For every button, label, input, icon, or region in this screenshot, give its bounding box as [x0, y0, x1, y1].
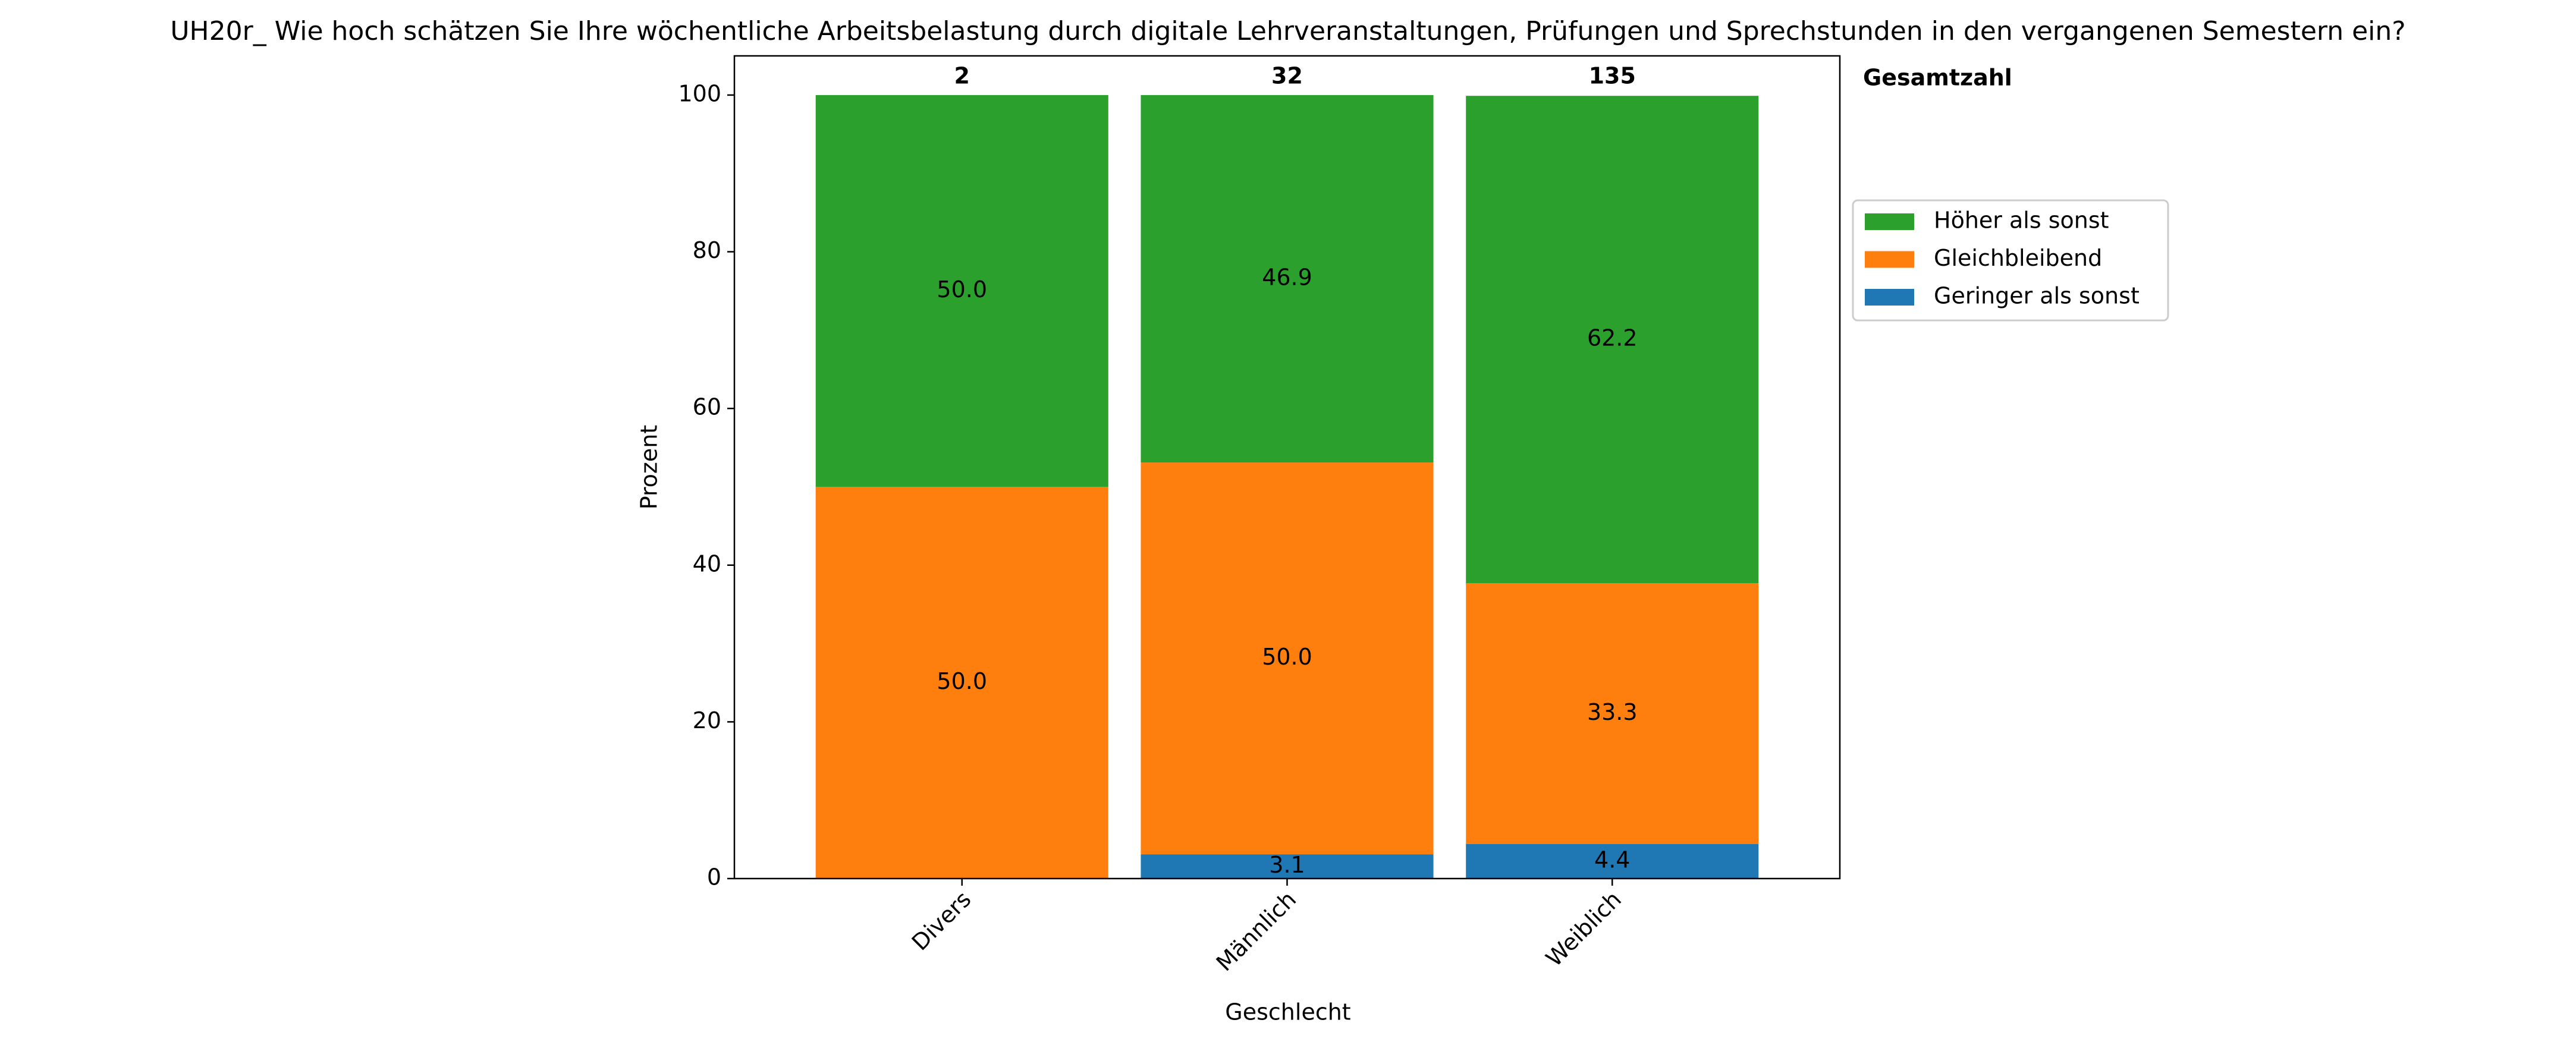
legend-swatch [1865, 213, 1914, 230]
legend-swatch [1865, 251, 1914, 268]
y-tick-label: 60 [693, 394, 721, 420]
value-label: 33.3 [1587, 699, 1638, 725]
bar-segment [1141, 854, 1434, 879]
bar-segment [1466, 96, 1759, 584]
bar-segment [1466, 583, 1759, 845]
legend-label: Geringer als sonst [1934, 283, 2140, 309]
total-label: 2 [954, 63, 970, 89]
y-tick-label: 40 [693, 550, 721, 577]
bar-segment [815, 486, 1108, 879]
y-tick-label: 0 [707, 864, 721, 890]
x-axis-label: Geschlecht [1225, 999, 1350, 1025]
plot-frame [733, 55, 1841, 880]
bar-segment [1141, 95, 1434, 463]
value-label: 50.0 [1262, 644, 1312, 670]
value-label: 3.1 [1269, 852, 1305, 878]
y-tick-label: 80 [693, 237, 721, 263]
value-label: 46.9 [1262, 264, 1312, 290]
legend-box [1852, 199, 2169, 322]
totals-label: Gesamtzahl [1863, 65, 2012, 91]
chart-title: UH20r_ Wie hoch schätzen Sie Ihre wöchen… [170, 16, 2405, 46]
legend-swatch [1865, 289, 1914, 306]
bar-segment [1141, 462, 1434, 855]
legend-label: Höher als sonst [1934, 207, 2109, 234]
value-label: 62.2 [1587, 325, 1638, 351]
total-label: 135 [1589, 63, 1636, 89]
y-tick-label: 20 [693, 707, 721, 734]
bar-segment [815, 95, 1108, 487]
y-axis-label: Prozent [636, 425, 662, 510]
y-tick-label: 100 [678, 80, 721, 106]
value-label: 50.0 [937, 276, 987, 303]
legend-label: Gleichbleibend [1934, 245, 2102, 271]
value-label: 50.0 [937, 668, 987, 694]
value-label: 4.4 [1594, 847, 1630, 873]
bar-segment [1466, 844, 1759, 879]
total-label: 32 [1271, 63, 1303, 89]
